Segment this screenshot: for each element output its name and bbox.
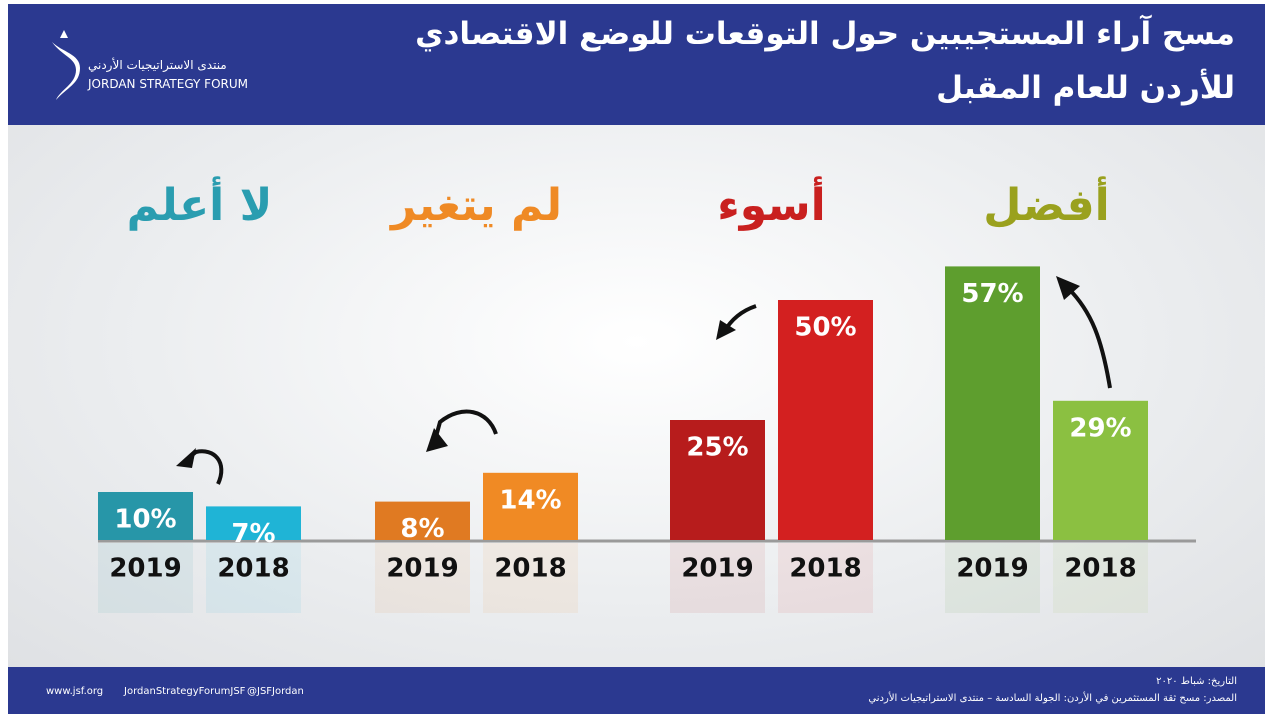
category-label: لا أعلم [127, 176, 273, 231]
year-label: 2019 [386, 554, 458, 584]
year-label: 2019 [109, 554, 181, 584]
value-label: 10% [114, 505, 176, 535]
year-label: 2018 [1064, 554, 1136, 584]
footer [8, 667, 1265, 714]
year-label: 2019 [956, 554, 1028, 584]
twitter: @JSFJordan [247, 686, 304, 697]
arrow-heads [176, 276, 1080, 468]
bar [670, 420, 765, 540]
category-label: لم يتغير [389, 180, 562, 231]
title: مسح آراء المستجيبين حول التوقعات للوضع ا… [415, 16, 1235, 52]
date: التاريخ: شباط ٢٠٢٠ [1156, 676, 1237, 687]
reflection [483, 543, 578, 613]
reflection [778, 543, 873, 613]
bar [98, 492, 193, 540]
value-label: 14% [499, 485, 561, 515]
reflection [98, 543, 193, 613]
logo-icon [52, 30, 80, 100]
value-label: 7% [231, 519, 275, 549]
value-label: 8% [400, 514, 444, 544]
reflection [375, 543, 470, 613]
logo-arabic: منتدى الاستراتيجيات الأردني [88, 58, 227, 72]
bar [945, 266, 1040, 540]
value-label: 50% [794, 313, 856, 343]
reflection [945, 543, 1040, 613]
reflection [670, 543, 765, 613]
category-label: أسوء [717, 176, 825, 231]
bar [1053, 400, 1148, 540]
logo-english: JORDAN STRATEGY FORUM [88, 77, 249, 91]
value-label: 57% [961, 279, 1023, 309]
year-label: 2018 [494, 554, 566, 584]
chart-background [8, 125, 1265, 667]
website: www.jsf.org [46, 686, 104, 697]
year-label: 2018 [217, 554, 289, 584]
reflection [1053, 543, 1148, 613]
bar [483, 472, 578, 540]
value-label: 29% [1069, 413, 1131, 443]
bar [206, 506, 301, 540]
header [8, 4, 1265, 125]
category-label: أفضل [983, 176, 1110, 231]
value-label: 25% [686, 433, 748, 463]
year-label: 2018 [789, 554, 861, 584]
source: المصدر: مسح ثقة المستثمرين في الأردن: ال… [868, 693, 1237, 704]
bar [375, 501, 470, 540]
facebook: JordanStrategyForumJSF [124, 686, 246, 697]
title: للأردن للعام المقبل [936, 70, 1235, 106]
reflection [206, 543, 301, 613]
year-label: 2019 [681, 554, 753, 584]
bar [778, 300, 873, 540]
